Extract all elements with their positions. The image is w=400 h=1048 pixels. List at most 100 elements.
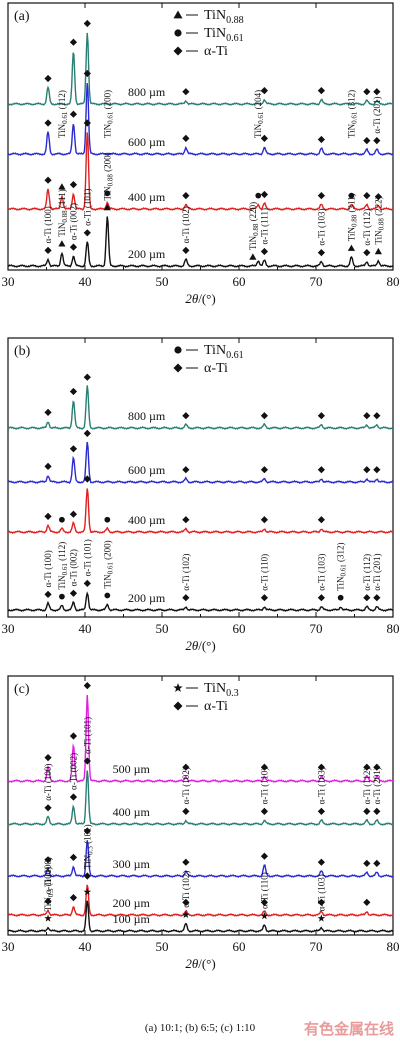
series-line — [7, 488, 394, 534]
hkl-label: α-Ti (103) — [316, 874, 326, 911]
diamond-peak-marker-icon — [69, 387, 78, 396]
diamond-peak-marker-icon — [260, 898, 269, 906]
series-line — [7, 591, 394, 612]
x-axis-label: 2θ/(°) — [185, 291, 215, 306]
x-tick-label: 30 — [2, 939, 15, 954]
hkl-label: TiN0.3 (101) — [82, 824, 94, 869]
x-tick-label: 30 — [2, 621, 15, 636]
hkl-label: α-Ti (002) — [68, 203, 78, 240]
diamond-peak-marker-icon — [182, 88, 190, 96]
triangle-peak-marker-icon — [58, 240, 66, 247]
diamond-peak-marker-icon — [260, 516, 269, 524]
circle-peak-marker-icon — [104, 190, 111, 197]
diamond-peak-marker-icon — [363, 594, 371, 602]
diamond-peak-marker-icon — [44, 462, 52, 470]
diamond-peak-marker-icon — [374, 193, 382, 201]
hkl-label: TiN0.61 (112) — [57, 90, 69, 138]
series-line — [7, 900, 394, 933]
diamond-peak-marker-icon — [373, 763, 381, 771]
diamond-peak-marker-icon — [260, 134, 269, 142]
diamond-peak-marker-icon — [373, 137, 381, 145]
diamond-peak-marker-icon — [83, 475, 91, 483]
hkl-label: TiN0.61 (312) — [346, 90, 358, 138]
diamond-peak-marker-icon — [44, 897, 52, 905]
series-label: 800 µm — [128, 409, 166, 423]
diamond-peak-marker-icon — [182, 516, 190, 524]
legend-entry: α-Ti — [173, 699, 228, 714]
series-line — [7, 83, 394, 156]
diamond-peak-marker-icon — [182, 898, 190, 906]
hkl-label: α-Ti (002) — [68, 549, 78, 586]
diamond-peak-marker-icon — [317, 192, 325, 200]
diamond-peak-marker-icon — [69, 853, 78, 861]
diamond-peak-marker-icon — [83, 229, 91, 237]
hkl-label: α-Ti (100) — [43, 764, 53, 801]
hkl-label: TiN0.61 (312) — [336, 543, 348, 591]
legend-entry: TiN0.61 — [174, 343, 244, 361]
hkl-label: α-Ti (110) — [259, 554, 269, 591]
diamond-peak-marker-icon — [363, 192, 371, 200]
x-tick-label: 40 — [79, 621, 92, 636]
series-label: 500 µm — [113, 762, 151, 776]
legend-entry: α-Ti — [173, 361, 228, 376]
diamond-peak-marker-icon — [44, 754, 52, 762]
series-label: 200 µm — [113, 896, 151, 910]
diamond-peak-marker-icon — [363, 763, 371, 771]
hkl-label: α-Ti (102) — [181, 767, 191, 804]
circle-peak-marker-icon — [255, 192, 262, 199]
hkl-label: α-Ti (112) — [362, 554, 372, 591]
hkl-label: TiN0.61 (200) — [102, 540, 114, 588]
diamond-peak-marker-icon — [83, 757, 91, 765]
diamond-peak-marker-icon — [44, 246, 52, 254]
diamond-peak-marker-icon — [83, 429, 91, 437]
circle-peak-marker-icon — [104, 516, 111, 523]
diamond-peak-marker-icon — [363, 88, 371, 96]
diamond-peak-marker-icon — [373, 466, 381, 474]
hkl-label: TiN0.61 (112) — [57, 542, 69, 590]
hkl-label: α-Ti (201) — [372, 767, 382, 804]
series-label: 300 µm — [113, 857, 151, 871]
triangle-peak-marker-icon — [374, 247, 382, 255]
diamond-peak-marker-icon — [182, 412, 190, 420]
star-peak-marker-icon — [317, 914, 326, 922]
series-line — [7, 385, 394, 430]
circle-marker-icon — [174, 29, 182, 37]
triangle-peak-marker-icon — [103, 203, 111, 211]
diamond-peak-marker-icon — [363, 466, 371, 474]
diamond-peak-marker-icon — [363, 898, 371, 906]
diamond-peak-marker-icon — [182, 807, 190, 815]
x-tick-label: 40 — [79, 939, 92, 954]
series-line — [7, 840, 394, 878]
diamond-peak-marker-icon — [44, 74, 52, 83]
diamond-peak-marker-icon — [44, 512, 52, 520]
series-line — [7, 32, 394, 106]
x-tick-label: 30 — [2, 274, 15, 289]
diamond-peak-marker-icon — [83, 19, 91, 28]
diamond-marker-icon — [173, 363, 183, 373]
hkl-label: α-Ti (112) — [362, 768, 372, 805]
diamond-peak-marker-icon — [363, 249, 371, 257]
watermark: 有色金属在线 — [303, 1020, 394, 1038]
plot-frame — [7, 675, 394, 936]
diamond-peak-marker-icon — [317, 412, 325, 420]
diamond-peak-marker-icon — [44, 119, 52, 127]
diamond-peak-marker-icon — [182, 192, 190, 200]
diamond-peak-marker-icon — [373, 594, 381, 602]
diamond-peak-marker-icon — [373, 88, 381, 96]
diamond-peak-marker-icon — [317, 594, 325, 602]
star-peak-marker-icon — [260, 912, 269, 920]
hkl-label: α-Ti (102) — [181, 871, 191, 908]
diamond-peak-marker-icon — [44, 856, 52, 864]
diamond-peak-marker-icon — [69, 510, 78, 518]
diamond-peak-marker-icon — [182, 594, 190, 602]
panel-b: 30 40 50 60 70 80 2θ/(°) (b) TiN0.61α-Ti 800 µm 60… — [2, 337, 400, 653]
diamond-peak-marker-icon — [317, 87, 325, 95]
x-tick-label: 40 — [79, 274, 92, 289]
diamond-peak-marker-icon — [317, 249, 325, 257]
diamond-marker-icon — [173, 701, 183, 711]
diamond-peak-marker-icon — [182, 134, 190, 142]
hkl-label: α-Ti (103) — [316, 208, 326, 245]
panel-label: (b) — [14, 344, 31, 359]
hkl-label: α-Ti (103) — [316, 767, 326, 804]
